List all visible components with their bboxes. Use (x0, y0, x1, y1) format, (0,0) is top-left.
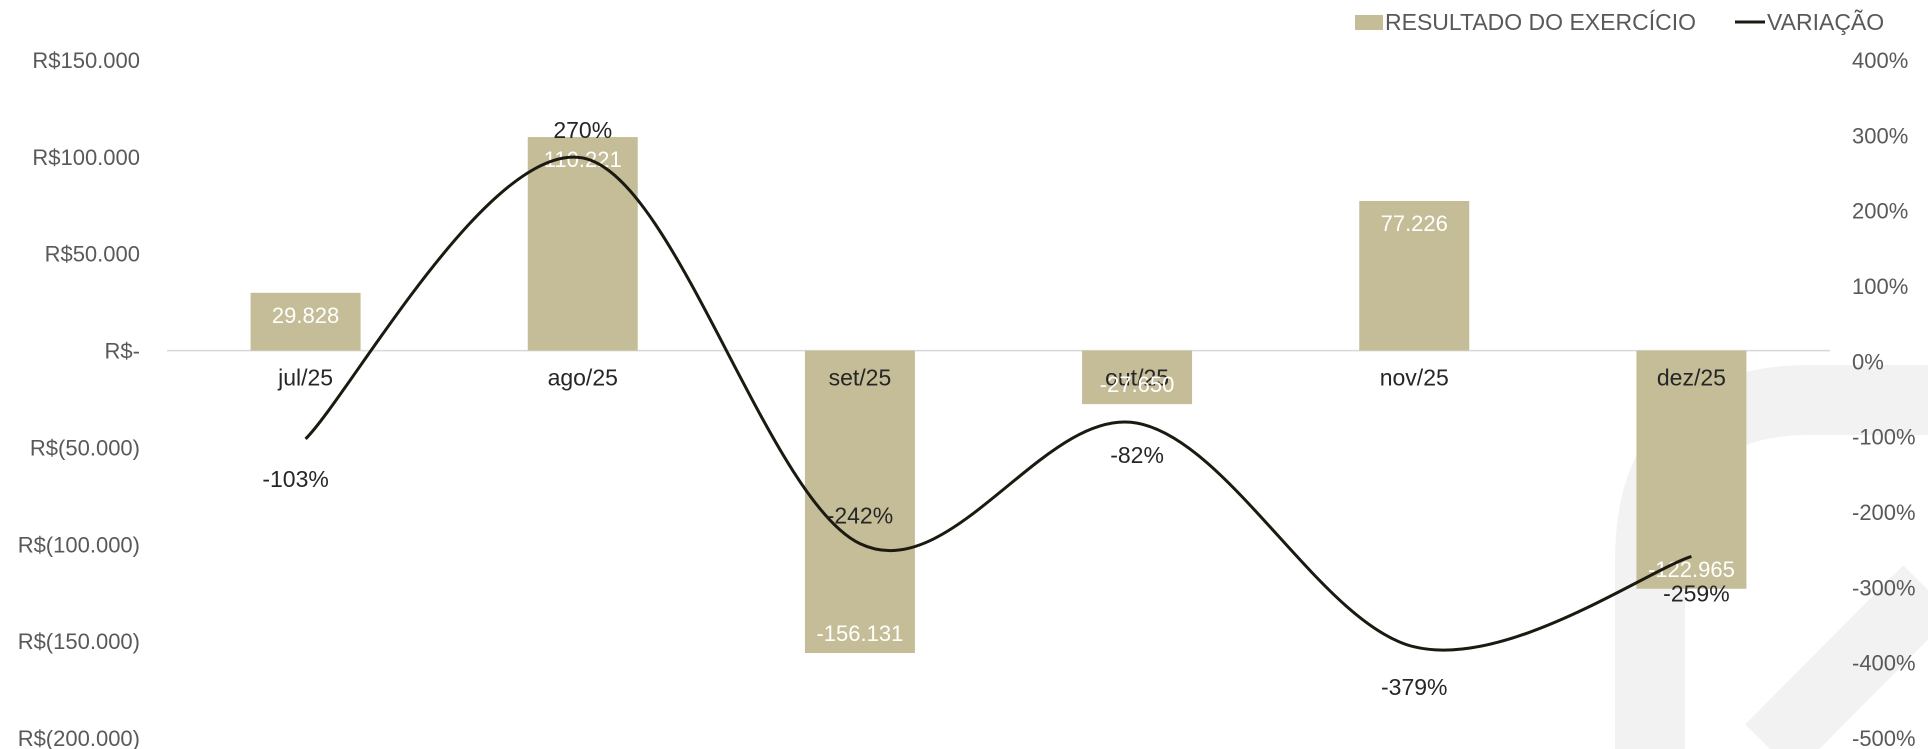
left-tick-label: R$100.000 (32, 145, 140, 170)
right-tick-label: -500% (1852, 726, 1916, 749)
right-tick-label: 400% (1852, 48, 1908, 73)
right-tick-label: -400% (1852, 651, 1916, 676)
line-value-label: -103% (262, 466, 328, 492)
right-tick-label: -300% (1852, 575, 1916, 600)
right-tick-label: 300% (1852, 123, 1908, 148)
bar-series (250, 137, 1747, 654)
bar-value-label: -27.650 (1100, 372, 1175, 397)
bar-value-label: 29.828 (272, 303, 339, 328)
line-value-label: -259% (1663, 580, 1729, 606)
legend-line-label: VARIAÇÃO (1767, 9, 1884, 35)
right-tick-label: 100% (1852, 274, 1908, 299)
left-tick-label: R$(150.000) (18, 629, 140, 654)
bar (1082, 350, 1193, 405)
left-tick-label: R$50.000 (45, 242, 140, 267)
bar (1359, 200, 1470, 351)
category-label: ago/25 (548, 365, 618, 391)
category-label: set/25 (829, 365, 892, 391)
left-tick-label: R$(200.000) (18, 726, 140, 749)
legend-bar-label: RESULTADO DO EXERCÍCIO (1385, 9, 1696, 35)
variation-line (304, 155, 1692, 652)
bar-value-label: 77.226 (1381, 211, 1448, 236)
bar (1636, 350, 1747, 589)
left-tick-label: R$150.000 (32, 48, 140, 73)
line-value-label: -82% (1110, 442, 1164, 468)
bar (250, 292, 361, 351)
right-tick-label: -100% (1852, 425, 1916, 450)
bar-data-labels: 29.828110.221-156.131-27.65077.226-122.9… (272, 147, 1735, 646)
left-axis: R$150.000 R$100.000 R$50.000 R$- R$(50.000) R… (18, 48, 140, 749)
right-tick-label: -200% (1852, 500, 1916, 525)
category-label: jul/25 (277, 365, 333, 391)
left-tick-label: R$(50.000) (30, 435, 140, 460)
line-value-label: -242% (827, 503, 893, 529)
bar (527, 137, 638, 351)
bar-value-label: -156.131 (816, 621, 903, 646)
category-label: nov/25 (1380, 365, 1449, 391)
category-label: dez/25 (1657, 365, 1726, 391)
legend-bar-swatch (1355, 15, 1383, 30)
right-tick-label: 200% (1852, 199, 1908, 224)
bar (804, 350, 915, 654)
line-value-label: -379% (1381, 674, 1447, 700)
line-data-labels: -103% 270% -242% -82% -379% -259% (262, 117, 1729, 700)
category-label: out/25 (1105, 365, 1169, 391)
line-value-label: 270% (553, 117, 612, 143)
left-tick-label: R$(100.000) (18, 532, 140, 557)
right-axis: 400% 300% 200% 100% 0% -100% -200% -300% -400% -5… (1852, 48, 1916, 749)
category-labels: jul/25 ago/25 set/25 out/25 nov/25 dez/25 (277, 365, 1726, 391)
left-tick-label: R$- (105, 339, 140, 364)
right-tick-label: 0% (1852, 349, 1884, 374)
legend: RESULTADO DO EXERCÍCIO VARIAÇÃO (1355, 9, 1884, 35)
